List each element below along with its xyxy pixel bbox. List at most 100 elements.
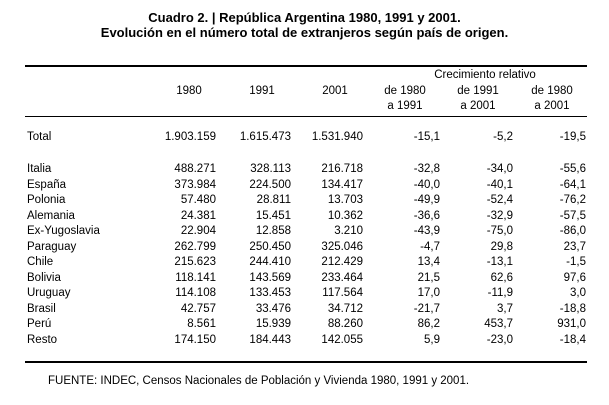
column-header-growth-from: de 1980 (384, 85, 426, 97)
table-cell: 86,2 (417, 318, 440, 330)
table-cell: -49,9 (413, 194, 440, 206)
table-cell: 216.718 (321, 163, 363, 175)
table-title-line1: Cuadro 2. | República Argentina 1980, 19… (148, 10, 461, 25)
table-cell: 931,0 (557, 318, 586, 330)
table-cell: -32,9 (486, 210, 513, 222)
table-cell: -11,9 (487, 287, 513, 299)
row-label-country: Chile (27, 256, 54, 268)
row-label-country: Alemania (27, 210, 75, 222)
total-value: -19,5 (559, 131, 586, 143)
total-value: 1.615.473 (239, 131, 291, 143)
table-cell: 28.811 (256, 194, 291, 206)
row-label-country: Uruguay (27, 287, 71, 299)
total-value: -5,2 (493, 131, 513, 143)
table-cell: 24.381 (180, 210, 216, 222)
table-cell: -18,8 (559, 303, 586, 315)
row-label-country: Bolivia (27, 272, 61, 284)
table-cell: 262.799 (174, 241, 216, 253)
table-cell: 13.703 (327, 194, 363, 206)
table-cell: 8.561 (187, 318, 216, 330)
table-cell: 23,7 (563, 241, 586, 253)
table-cell: -75,0 (486, 225, 513, 237)
table-cell: -34,0 (486, 163, 513, 175)
table-cell: 57.480 (180, 194, 216, 206)
table-cell: 21,5 (417, 272, 440, 284)
column-header-growth-to: a 1991 (387, 100, 423, 112)
column-header-growth-to: a 2001 (460, 100, 496, 112)
table-cell: 3.210 (334, 225, 363, 237)
top-rule (25, 65, 587, 67)
table-cell: 133.453 (249, 287, 291, 299)
table-cell: -64,1 (559, 179, 586, 191)
table-cell: -23,0 (486, 334, 513, 346)
row-label-country: Italia (27, 163, 52, 175)
table-cell: 17,0 (417, 287, 440, 299)
table-cell: 117.564 (322, 287, 363, 299)
bottom-rule (25, 361, 587, 363)
header-rule (25, 116, 587, 117)
column-header-growth-to: a 2001 (534, 100, 570, 112)
table-cell: 88.260 (327, 318, 363, 330)
column-header-growth-from: de 1991 (457, 85, 499, 97)
table-cell: -13,1 (486, 256, 513, 268)
table-cell: -18,4 (559, 334, 586, 346)
table-cell: 22.904 (180, 225, 216, 237)
total-value: 1.531.940 (311, 131, 363, 143)
table-cell: -21,7 (413, 303, 440, 315)
table-cell: 42.757 (180, 303, 216, 315)
row-label-country: Ex-Yugoslavia (27, 225, 100, 237)
table-cell: 143.569 (249, 272, 291, 284)
table-cell: 3,7 (497, 303, 513, 315)
table-cell: 134.417 (321, 179, 363, 191)
column-header-year: 1980 (176, 85, 202, 97)
growth-group-label: Crecimiento relativo (434, 69, 536, 81)
table-cell: 328.113 (250, 163, 291, 175)
table-cell: 34.712 (327, 303, 363, 315)
table-cell: 3,0 (570, 287, 586, 299)
table-cell: 224.500 (249, 179, 291, 191)
column-header-growth-from: de 1980 (531, 85, 573, 97)
row-label-country: Perú (27, 318, 52, 330)
table-cell: 12.858 (255, 225, 291, 237)
row-label-country: Paraguay (27, 241, 77, 253)
table-cell: 488.271 (174, 163, 216, 175)
table-cell: 33.476 (255, 303, 291, 315)
total-value: -15,1 (413, 131, 440, 143)
table-cell: 13,4 (417, 256, 440, 268)
column-header-year: 2001 (322, 85, 348, 97)
table-cell: 15.939 (255, 318, 291, 330)
table-cell: 184.443 (249, 334, 291, 346)
table-cell: 5,9 (424, 334, 440, 346)
table-cell: -43,9 (413, 225, 440, 237)
table-cell: -76,2 (559, 194, 586, 206)
source-note: FUENTE: INDEC, Censos Nacionales de Pobl… (48, 375, 470, 387)
table-cell: 15.451 (255, 210, 291, 222)
table-cell: 29,8 (490, 241, 513, 253)
table-cell: 212.429 (321, 256, 363, 268)
table-cell: -57,5 (559, 210, 586, 222)
table-cell: 453,7 (484, 318, 513, 330)
table-cell: 233.464 (321, 272, 363, 284)
table-cell: 114.108 (175, 287, 216, 299)
row-label-total: Total (27, 131, 52, 143)
table-cell: -1,5 (566, 256, 586, 268)
table-cell: 118.141 (175, 272, 216, 284)
table-cell: -55,6 (559, 163, 586, 175)
table-cell: 244.410 (249, 256, 291, 268)
table-cell: 250.450 (249, 241, 291, 253)
table-title-line2: Evolución en el número total de extranje… (100, 25, 509, 40)
table-cell: -4,7 (420, 241, 440, 253)
table-cell: -36,6 (413, 210, 440, 222)
table-cell: 373.984 (174, 179, 216, 191)
total-value: 1.903.159 (164, 131, 216, 143)
row-label-country: Resto (27, 334, 58, 346)
table-cell: 142.055 (321, 334, 363, 346)
table-cell: -86,0 (559, 225, 586, 237)
table-cell: 97,6 (563, 272, 586, 284)
table-cell: -32,8 (413, 163, 440, 175)
table-cell: -40,1 (486, 179, 513, 191)
table-cell: -52,4 (486, 194, 513, 206)
table-cell: -40,0 (413, 179, 440, 191)
row-label-country: España (27, 179, 67, 191)
table-cell: 62,6 (490, 272, 513, 284)
